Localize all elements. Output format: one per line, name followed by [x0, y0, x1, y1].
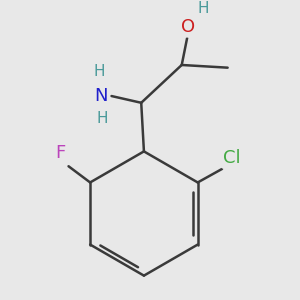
Text: H: H	[94, 64, 105, 79]
Text: N: N	[94, 87, 107, 105]
Text: O: O	[182, 18, 196, 36]
Text: F: F	[55, 144, 66, 162]
Text: H: H	[198, 1, 209, 16]
Text: Cl: Cl	[223, 149, 240, 167]
Text: H: H	[96, 112, 108, 127]
